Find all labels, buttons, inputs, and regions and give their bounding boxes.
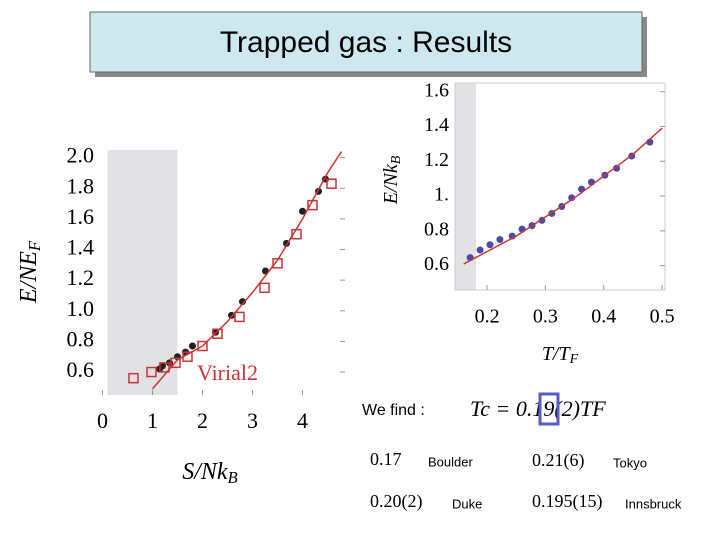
y-tick-label: 2.0 <box>67 143 95 168</box>
shaded-region <box>455 83 476 290</box>
square-point <box>170 357 181 369</box>
square-point <box>128 372 139 384</box>
square-point <box>326 178 337 189</box>
square-point <box>159 362 170 373</box>
y-tick-label: 0.6 <box>424 253 449 275</box>
data-point <box>228 311 235 319</box>
x-tick-label: 0 <box>97 408 108 433</box>
y-tick-label: 1.8 <box>67 173 95 198</box>
plot-frame <box>454 82 666 291</box>
title: Trapped gas : Results <box>220 26 512 59</box>
x-tick-label: 2 <box>197 408 208 433</box>
square-point <box>234 311 245 323</box>
x-tick-label: 0.4 <box>591 306 616 328</box>
data-point <box>486 241 494 249</box>
square-point <box>197 340 208 352</box>
results-formula: Tc = 0.19(2)TF <box>470 396 606 421</box>
square-point <box>259 282 270 294</box>
y-tick-label: 1.0 <box>67 296 95 321</box>
y-axis-label: E/NEF <box>16 240 44 304</box>
result-value: 0.21(6) <box>532 450 585 471</box>
y-tick-label: 0.8 <box>424 218 449 240</box>
result-value: 0.195(15) <box>532 491 603 512</box>
square-point <box>212 328 223 339</box>
highlight-box <box>538 392 560 426</box>
x-axis-label: T/TF <box>542 343 579 368</box>
x-tick-label: 4 <box>297 408 308 433</box>
data-point <box>476 246 484 254</box>
x-tick-label: 0.5 <box>650 306 675 328</box>
x-tick-label: 1 <box>147 408 158 433</box>
y-axis-label: E/NkB <box>380 155 405 205</box>
y-tick-label: 1.2 <box>424 149 449 171</box>
y-tick-label: 0.8 <box>67 326 95 351</box>
annotation: Virial2 <box>197 360 258 385</box>
y-tick-label: 1.2 <box>67 265 95 290</box>
fit-line <box>463 127 663 265</box>
title-box <box>89 11 643 73</box>
x-axis-label: S/NkB <box>182 459 238 487</box>
y-tick-label: 1.4 <box>67 235 95 260</box>
data-point <box>239 298 246 306</box>
data-point <box>189 342 196 350</box>
y-tick-label: 1.6 <box>424 79 449 101</box>
plot-area <box>128 151 343 390</box>
result-value: 0.17 <box>370 449 402 469</box>
x-tick-label: 0.3 <box>533 306 558 328</box>
plot-area <box>463 127 663 265</box>
result-label: Boulder <box>428 454 473 469</box>
result-label: Innsbruck <box>625 496 682 511</box>
x-tick-label: 3 <box>247 408 258 433</box>
y-tick-label: 1.4 <box>424 114 449 136</box>
data-point <box>613 164 621 172</box>
shaded-region <box>107 150 178 395</box>
data-point <box>568 194 576 202</box>
result-value: 0.20(2) <box>370 491 423 512</box>
result-label: Duke <box>452 496 482 511</box>
data-point <box>299 207 306 215</box>
y-tick-label: 1. <box>434 184 449 206</box>
results-intro: We find : <box>362 402 425 419</box>
result-label: Tokyo <box>613 455 647 470</box>
y-tick-label: 1.6 <box>67 204 95 229</box>
square-point <box>146 366 157 378</box>
fit-line <box>151 151 343 390</box>
data-point <box>496 236 504 244</box>
y-tick-label: 0.6 <box>67 357 95 382</box>
x-tick-label: 0.2 <box>475 306 500 328</box>
